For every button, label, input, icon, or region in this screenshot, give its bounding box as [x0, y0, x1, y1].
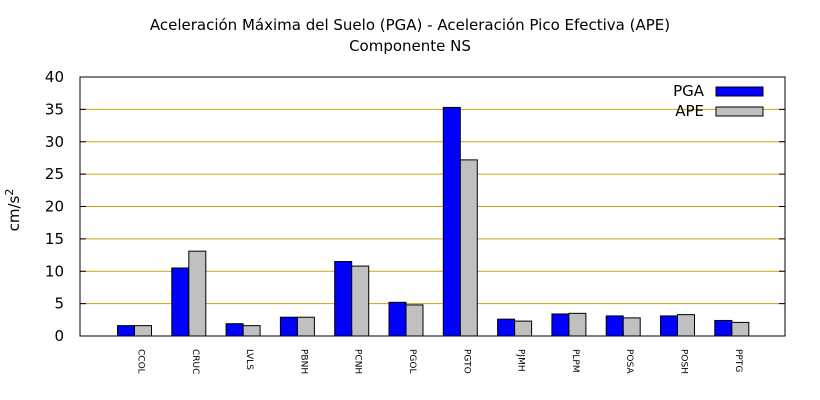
x-tick-label: PPTG [733, 349, 743, 372]
bar-pga-cruc [171, 267, 190, 337]
bar-pga-posa [605, 315, 624, 337]
bar-ape-pcnh [351, 265, 370, 337]
x-tick-label: PGTO [461, 349, 471, 374]
bar-ape-ccol [134, 325, 152, 337]
y-tick-label: 20 [45, 198, 64, 216]
legend-swatch [715, 86, 764, 97]
x-tick-label: PJMH [516, 349, 526, 372]
bar-ape-plpm [568, 312, 587, 337]
bar-ape-pgol [405, 304, 424, 337]
y-tick-label: 30 [45, 133, 64, 151]
bar-pga-ccol [117, 325, 135, 337]
chart-subtitle: Componente NS [349, 37, 471, 55]
y-axis-label: cm/s2 [3, 189, 23, 232]
bar-pga-pcnh [334, 261, 353, 337]
x-axis: CCOL CRUC LVLS PBNH PCNH PGOL PGTO PJMH PLPM POSA… [134, 330, 743, 374]
bar-pga-pptg [714, 319, 733, 337]
bar-ape-pjmh [514, 320, 533, 337]
y-tick-label: 40 [45, 68, 64, 86]
x-tick-label: PGOL [407, 349, 417, 374]
bar-pga-pbnh [279, 316, 298, 337]
y-tick-label: 5 [54, 295, 64, 313]
x-tick-label: POSA [624, 349, 634, 374]
bar-pga-lvls [225, 323, 244, 337]
bar-pga-posh [660, 315, 678, 337]
bars [117, 106, 750, 337]
bar-pga-pgol [388, 301, 407, 337]
y-tick-label: 15 [45, 230, 64, 248]
x-tick-label: LVLS [244, 349, 254, 370]
legend-swatch [715, 106, 764, 117]
bar-pga-plpm [551, 313, 570, 337]
legend-label: PGA [673, 82, 705, 100]
y-tick-label: 10 [45, 262, 64, 280]
bar-ape-posh [677, 314, 695, 337]
x-tick-label: CRUC [190, 349, 200, 374]
chart-title: Aceleración Máxima del Suelo (PGA) - Ace… [149, 16, 671, 34]
bar-ape-pbnh [296, 316, 315, 337]
bar-ape-pgto [459, 159, 478, 337]
bar-pga-pgto [442, 106, 461, 337]
y-axis: 0 5 10 15 20 25 30 35 40 [45, 68, 785, 345]
bar-ape-cruc [188, 250, 207, 337]
bar-pga-pjmh [497, 318, 516, 337]
x-tick-label: PLPM [570, 349, 580, 373]
bar-ape-pptg [731, 321, 750, 337]
legend: PGA APE [673, 82, 764, 120]
legend-label: APE [675, 102, 704, 120]
y-tick-label: 35 [45, 100, 64, 118]
x-tick-label: CCOL [136, 349, 146, 374]
bar-ape-posa [622, 317, 641, 337]
x-tick-label: PBNH [298, 349, 308, 374]
x-tick-label: PCNH [353, 349, 363, 374]
y-axis-label-text: cm/s2 [3, 189, 23, 232]
x-tick-label: POSH [679, 349, 689, 374]
bar-ape-lvls [242, 325, 261, 337]
y-tick-label: 0 [54, 327, 64, 345]
y-tick-label: 25 [45, 165, 64, 183]
